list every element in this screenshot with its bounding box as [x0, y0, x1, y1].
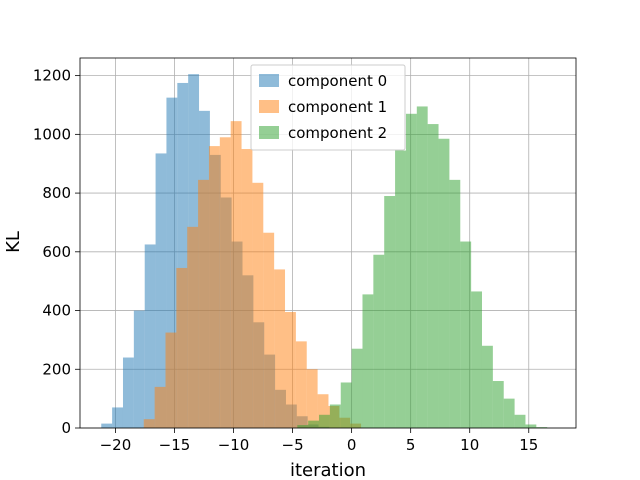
- histogram-bar-series-1: [219, 137, 231, 429]
- y-tick-label: 400: [42, 302, 71, 320]
- histogram-bar-series-0: [112, 407, 123, 428]
- legend-swatch: [259, 126, 279, 139]
- histogram-bar-series-1: [208, 146, 220, 428]
- x-axis-ticks: −20 −15 −10 −5 0 5 10 15: [100, 428, 538, 454]
- histogram-bar-series-2: [536, 427, 548, 428]
- histogram-bar-series-2: [319, 414, 330, 428]
- y-tick-label: 1200: [33, 67, 71, 85]
- x-tick-label: −20: [100, 436, 132, 454]
- histogram-bar-series-2: [351, 348, 363, 428]
- legend-label: component 2: [288, 124, 387, 142]
- legend-label: component 0: [288, 72, 387, 90]
- histogram-bar-series-1: [187, 226, 199, 428]
- histogram-bar-series-2: [329, 404, 341, 428]
- histogram-bar-series-1: [176, 267, 188, 428]
- y-tick-label: 800: [42, 184, 71, 202]
- histogram-bar-series-2: [340, 382, 352, 428]
- histogram-bar-series-1: [143, 419, 155, 428]
- histogram-bars: [101, 74, 548, 429]
- histogram-bar-series-2: [438, 138, 450, 428]
- histogram-bar-series-2: [308, 420, 320, 428]
- histogram-bar-series-2: [514, 414, 526, 428]
- histogram-bar-series-1: [154, 386, 166, 428]
- x-tick-label: −15: [159, 436, 191, 454]
- histogram-bar-series-0: [177, 82, 189, 428]
- histogram-bar-series-2: [373, 254, 385, 428]
- histogram-bar-series-2: [503, 398, 515, 428]
- x-axis-label: iteration: [290, 460, 366, 480]
- histogram-bar-series-0: [166, 97, 178, 429]
- histogram-bar-series-0: [144, 244, 156, 428]
- histogram-bar-series-0: [101, 423, 113, 428]
- x-tick-label: 0: [347, 436, 357, 454]
- y-tick-label: 600: [42, 243, 71, 261]
- histogram-bar-series-2: [297, 425, 309, 428]
- histogram-bar-series-1: [198, 179, 209, 428]
- x-tick-label: 5: [406, 436, 416, 454]
- x-tick-label: 15: [519, 436, 538, 454]
- y-tick-label: 200: [42, 360, 71, 378]
- histogram-bar-series-1: [165, 332, 177, 428]
- histogram-bar-series-2: [427, 124, 439, 429]
- y-axis-label: KL: [3, 231, 24, 253]
- histogram-bar-series-1: [252, 182, 264, 428]
- histogram-bar-series-0: [133, 310, 145, 428]
- legend: component 0 component 1 component 2: [250, 64, 406, 151]
- histogram-bar-series-2: [481, 345, 493, 428]
- histogram-bar-series-1: [295, 341, 307, 428]
- histogram-bar-series-2: [525, 424, 537, 428]
- histogram-bar-series-1: [317, 394, 329, 428]
- x-tick-label: −10: [218, 436, 250, 454]
- histogram-bar-series-2: [449, 179, 461, 428]
- histogram-bar-series-1: [306, 369, 318, 428]
- histogram-bar-series-1: [230, 121, 242, 428]
- histogram-bar-series-1: [285, 312, 296, 428]
- histogram-bar-series-0: [155, 153, 167, 428]
- histogram-bar-series-2: [362, 294, 374, 428]
- legend-label: component 1: [288, 98, 387, 116]
- x-tick-label: 10: [460, 436, 479, 454]
- histogram-bar-series-1: [274, 269, 286, 428]
- histogram-bar-series-1: [241, 149, 253, 429]
- legend-swatch: [259, 74, 279, 87]
- legend-box: [250, 64, 406, 151]
- x-tick-label: −5: [282, 436, 304, 454]
- y-axis-ticks: 0 200 400 600 800 1000 1200: [33, 67, 80, 437]
- histogram-bar-series-0: [122, 357, 134, 428]
- histogram-bar-series-2: [395, 150, 406, 428]
- histogram-bar-series-2: [492, 381, 504, 428]
- histogram-bar-series-1: [263, 232, 275, 428]
- histogram-bar-series-2: [471, 291, 482, 428]
- histogram-bar-series-2: [384, 196, 396, 428]
- y-tick-label: 1000: [33, 125, 71, 143]
- histogram-bar-series-2: [405, 113, 417, 429]
- y-tick-label: 0: [61, 419, 71, 437]
- plot-frame: [79, 57, 577, 429]
- histogram-bar-series-2: [460, 241, 472, 428]
- histogram-bar-series-2: [416, 106, 428, 428]
- legend-swatch: [259, 100, 279, 113]
